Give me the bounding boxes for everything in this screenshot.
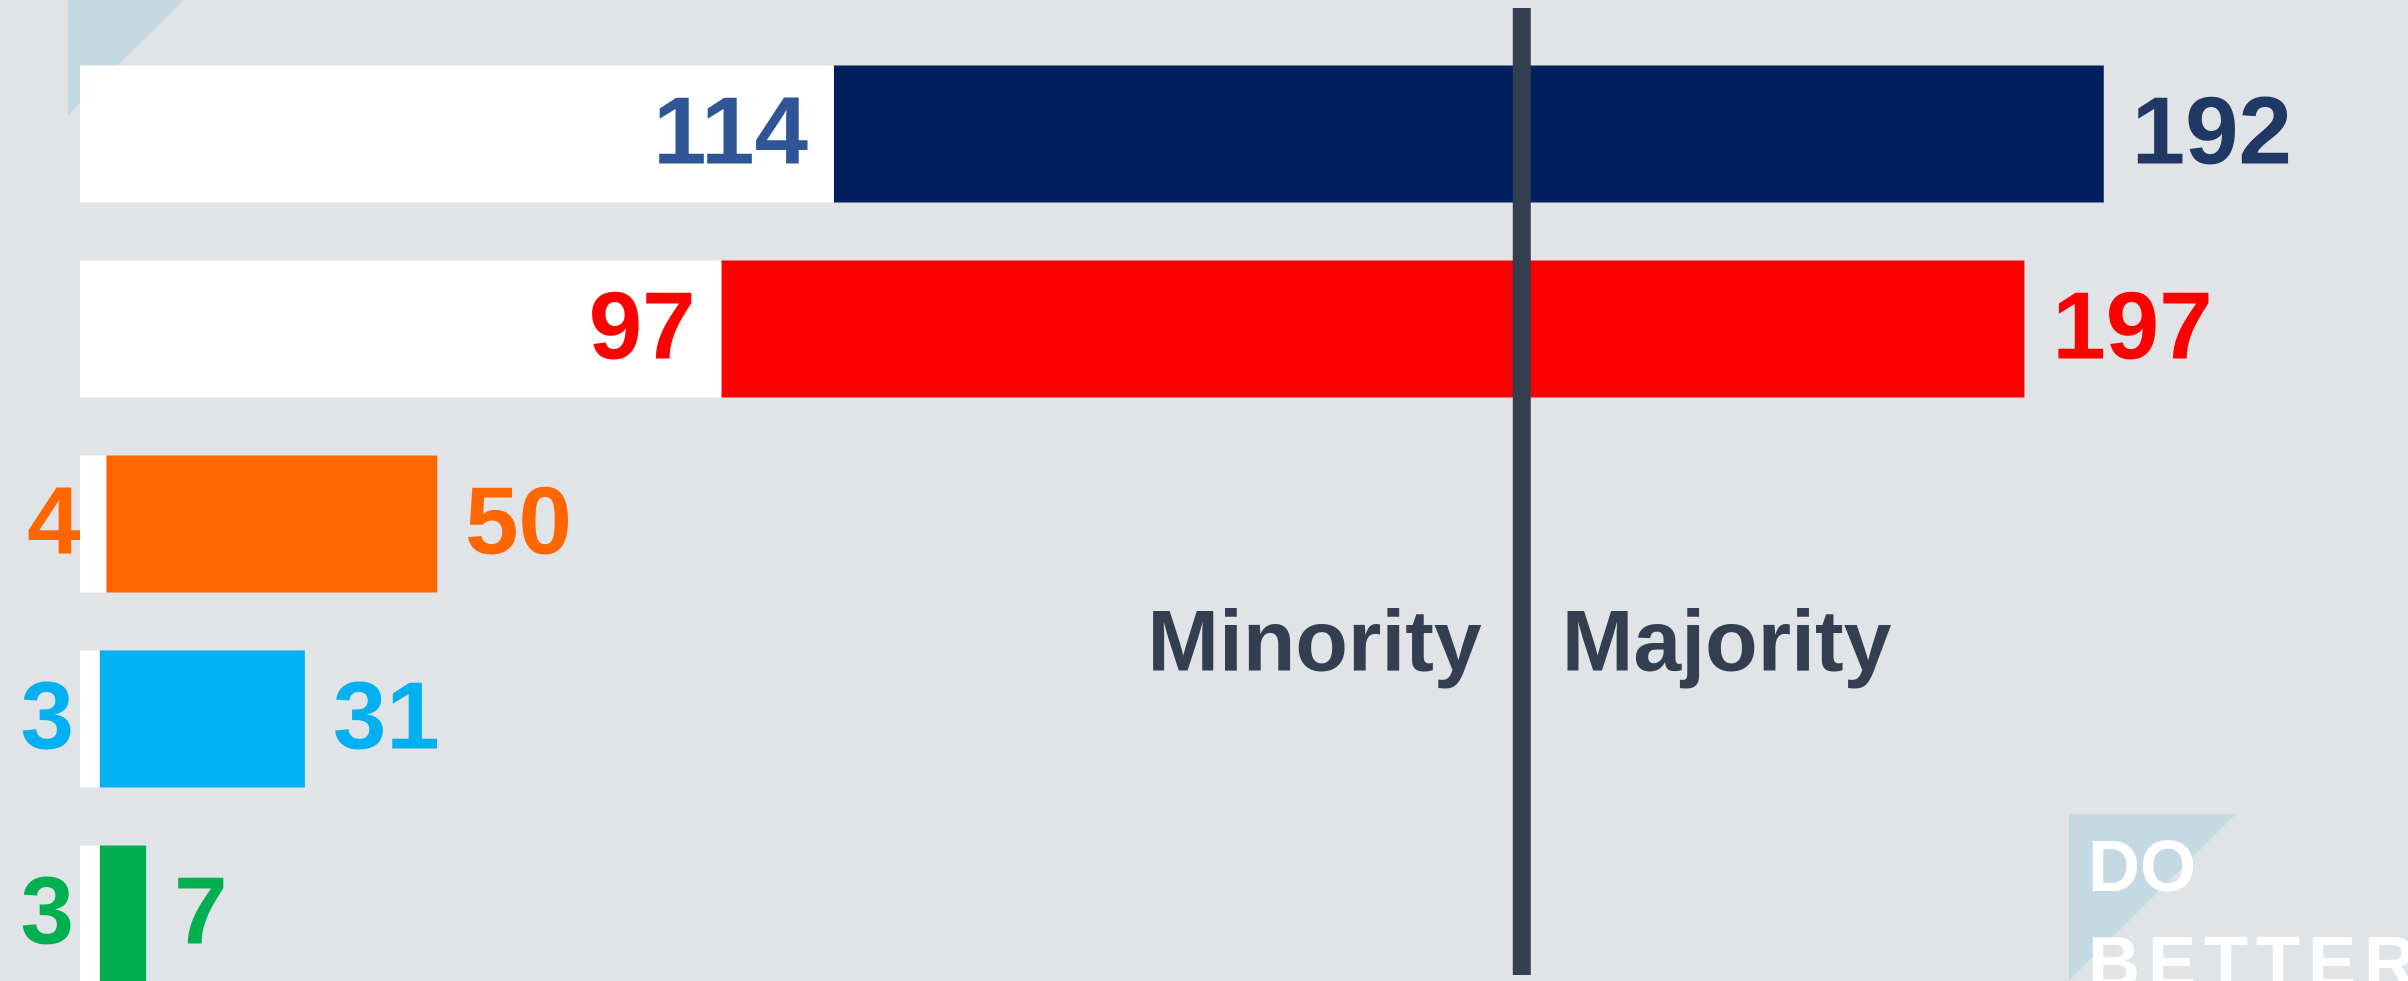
value-label: 3 <box>20 857 73 964</box>
value-label: 97 <box>589 272 696 379</box>
value-label: 197 <box>2052 272 2212 379</box>
bar <box>106 455 438 593</box>
base-bar <box>80 845 100 981</box>
value-label: 114 <box>653 77 808 184</box>
base-bar <box>80 650 100 788</box>
bar <box>99 650 305 788</box>
base-bar <box>80 455 107 593</box>
value-label: 50 <box>465 467 572 574</box>
value-label: 192 <box>2132 77 2292 184</box>
bar <box>721 260 2025 398</box>
bar <box>833 65 2104 203</box>
logo-text: DO <box>2088 827 2196 907</box>
logo-shape <box>2069 814 2236 981</box>
annotation: Majority <box>1562 594 1892 690</box>
value-label: 7 <box>174 857 227 964</box>
annotation: Minority <box>1147 594 1482 690</box>
value-label: 3 <box>20 662 73 769</box>
bar <box>99 845 147 981</box>
base-bar <box>80 65 834 203</box>
value-label: 31 <box>333 662 440 769</box>
value-label: 4 <box>27 467 80 574</box>
logo-text: BETTER <box>2088 923 2408 981</box>
base-bar <box>80 260 722 398</box>
